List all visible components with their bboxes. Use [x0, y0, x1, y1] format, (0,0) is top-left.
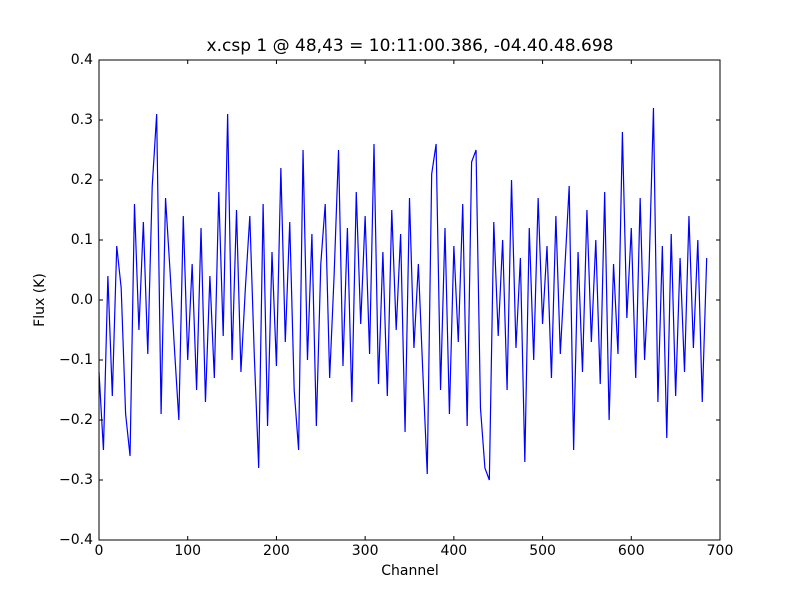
x-tick-label: 600: [618, 543, 645, 559]
y-tick-label: 0.0: [71, 292, 93, 308]
y-tick-label: 0.4: [71, 52, 93, 68]
y-tick-label: 0.2: [71, 172, 93, 188]
data-line: [98, 107, 708, 481]
y-tick-label: −0.2: [59, 412, 93, 428]
x-tick-label: 300: [352, 543, 379, 559]
x-tick-label: 100: [174, 543, 201, 559]
chart-title: x.csp 1 @ 48,43 = 10:11:00.386, -04.40.4…: [207, 36, 614, 56]
y-tick-label: −0.1: [59, 352, 93, 368]
y-tick-label: 0.1: [71, 232, 93, 248]
y-tick-label: 0.3: [71, 112, 93, 128]
x-tick-label: 400: [440, 543, 467, 559]
y-axis-label: Flux (K): [32, 273, 48, 327]
y-tick-label: −0.3: [59, 472, 93, 488]
x-axis-label: Channel: [381, 563, 438, 579]
x-tick-label: 0: [95, 543, 104, 559]
y-tick-label: −0.4: [59, 532, 93, 548]
x-tick-label: 500: [529, 543, 556, 559]
x-tick-label: 200: [263, 543, 290, 559]
x-tick-label: 700: [707, 543, 734, 559]
